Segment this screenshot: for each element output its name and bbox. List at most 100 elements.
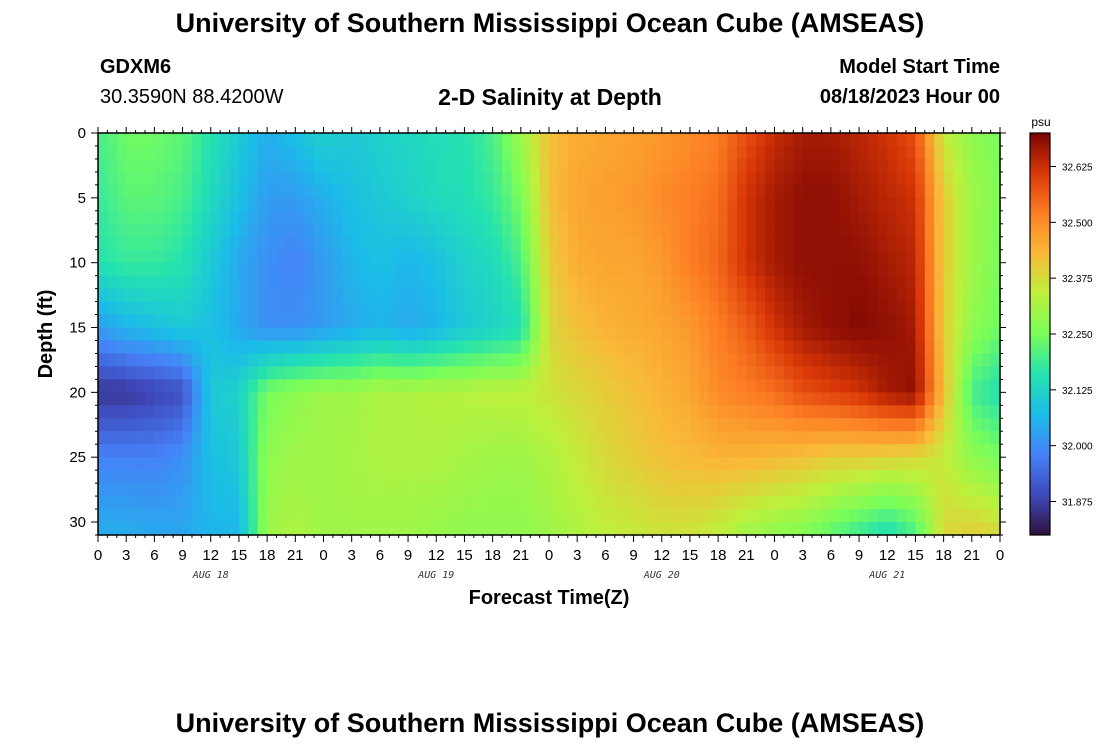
heatmap-cell bbox=[680, 145, 691, 160]
heatmap-cell bbox=[173, 184, 184, 199]
heatmap-cell bbox=[642, 275, 653, 290]
heatmap-cell bbox=[633, 379, 644, 393]
heatmap-cell bbox=[614, 470, 625, 484]
heatmap-cell bbox=[511, 353, 522, 368]
heatmap-cell bbox=[689, 158, 700, 173]
heatmap-cell bbox=[511, 457, 522, 471]
heatmap-cell bbox=[915, 158, 926, 173]
heatmap-cell bbox=[445, 288, 456, 303]
heatmap-cell bbox=[774, 262, 785, 277]
heatmap-cell bbox=[765, 405, 776, 419]
heatmap-cell bbox=[755, 522, 766, 536]
heatmap-cell bbox=[718, 288, 729, 303]
heatmap-cell bbox=[605, 275, 616, 290]
heatmap-cell bbox=[144, 470, 155, 484]
heatmap-cell bbox=[605, 366, 616, 380]
heatmap-cell bbox=[652, 249, 663, 264]
heatmap-cell bbox=[257, 483, 268, 497]
heatmap-cell bbox=[595, 210, 606, 225]
heatmap-cell bbox=[220, 210, 231, 225]
heatmap-cell bbox=[455, 431, 466, 445]
heatmap-cell bbox=[436, 236, 447, 251]
heatmap-cell bbox=[990, 353, 1001, 368]
heatmap-cell bbox=[455, 314, 466, 329]
heatmap-cell bbox=[567, 470, 578, 484]
heatmap-cell bbox=[624, 340, 635, 355]
heatmap-cell bbox=[934, 197, 945, 212]
heatmap-cell bbox=[755, 133, 766, 147]
heatmap-cell bbox=[680, 327, 691, 342]
heatmap-cell bbox=[220, 197, 231, 212]
heatmap-cell bbox=[708, 405, 719, 419]
heatmap-cell bbox=[426, 158, 437, 173]
heatmap-cell bbox=[323, 379, 334, 393]
heatmap-cell bbox=[595, 470, 606, 484]
heatmap-cell bbox=[304, 236, 315, 251]
heatmap-cell bbox=[492, 145, 503, 160]
heatmap-cell bbox=[633, 509, 644, 523]
heatmap-cell bbox=[520, 145, 531, 160]
heatmap-cell bbox=[718, 210, 729, 225]
heatmap-cell bbox=[652, 392, 663, 406]
heatmap-cell bbox=[887, 158, 898, 173]
heatmap-cell bbox=[652, 366, 663, 380]
heatmap-cell bbox=[173, 197, 184, 212]
heatmap-cell bbox=[520, 223, 531, 238]
heatmap-cell bbox=[520, 327, 531, 342]
heatmap-cell bbox=[868, 184, 879, 199]
heatmap-cell bbox=[849, 249, 860, 264]
heatmap-cell bbox=[812, 133, 823, 147]
heatmap-cell bbox=[398, 496, 409, 510]
heatmap-cell bbox=[520, 483, 531, 497]
heatmap-cell bbox=[896, 184, 907, 199]
heatmap-cell bbox=[821, 288, 832, 303]
heatmap-cell bbox=[624, 392, 635, 406]
heatmap-cell bbox=[417, 431, 428, 445]
heatmap-cell bbox=[746, 522, 757, 536]
heatmap-cell bbox=[389, 262, 400, 277]
heatmap-cell bbox=[191, 133, 202, 147]
heatmap-cell bbox=[492, 171, 503, 186]
heatmap-cell bbox=[614, 509, 625, 523]
heatmap-cell bbox=[971, 431, 982, 445]
heatmap-cell bbox=[436, 275, 447, 290]
heatmap-cell bbox=[915, 210, 926, 225]
heatmap-cell bbox=[981, 418, 992, 432]
heatmap-cell bbox=[144, 483, 155, 497]
heatmap-cell bbox=[248, 444, 259, 458]
heatmap-cell bbox=[868, 145, 879, 160]
heatmap-cell bbox=[567, 366, 578, 380]
heatmap-cell bbox=[285, 470, 296, 484]
heatmap-cell bbox=[116, 509, 127, 523]
heatmap-cell bbox=[539, 392, 550, 406]
heatmap-cell bbox=[877, 405, 888, 419]
heatmap-cell bbox=[182, 496, 193, 510]
heatmap-cell bbox=[144, 327, 155, 342]
heatmap-cell bbox=[436, 509, 447, 523]
x-tick-label: 3 bbox=[573, 547, 581, 564]
heatmap-cell bbox=[774, 366, 785, 380]
heatmap-cell bbox=[727, 171, 738, 186]
heatmap-cell bbox=[332, 236, 343, 251]
heatmap-cell bbox=[765, 470, 776, 484]
heatmap-cell bbox=[605, 379, 616, 393]
heatmap-cell bbox=[953, 249, 964, 264]
x-axis: 0 3 6 9 12 15 18 21 0 3 6 9 12 15 18 21 0 3 6 9 12 15 18 21 0 3 6 9… bbox=[94, 127, 1004, 581]
heatmap-cell bbox=[154, 509, 165, 523]
heatmap-cell bbox=[802, 184, 813, 199]
heatmap-cell bbox=[971, 353, 982, 368]
heatmap-cell bbox=[163, 509, 174, 523]
heatmap-cell bbox=[661, 379, 672, 393]
heatmap-cell bbox=[379, 392, 390, 406]
heatmap-cell bbox=[812, 288, 823, 303]
heatmap-cell bbox=[689, 405, 700, 419]
heatmap-cell bbox=[135, 210, 146, 225]
heatmap-cell bbox=[379, 496, 390, 510]
heatmap-cell bbox=[943, 184, 954, 199]
heatmap-cell bbox=[173, 210, 184, 225]
heatmap-cell bbox=[98, 483, 108, 497]
heatmap-cell bbox=[887, 405, 898, 419]
heatmap-cell bbox=[605, 171, 616, 186]
heatmap-cell bbox=[191, 288, 202, 303]
heatmap-cell bbox=[473, 379, 484, 393]
